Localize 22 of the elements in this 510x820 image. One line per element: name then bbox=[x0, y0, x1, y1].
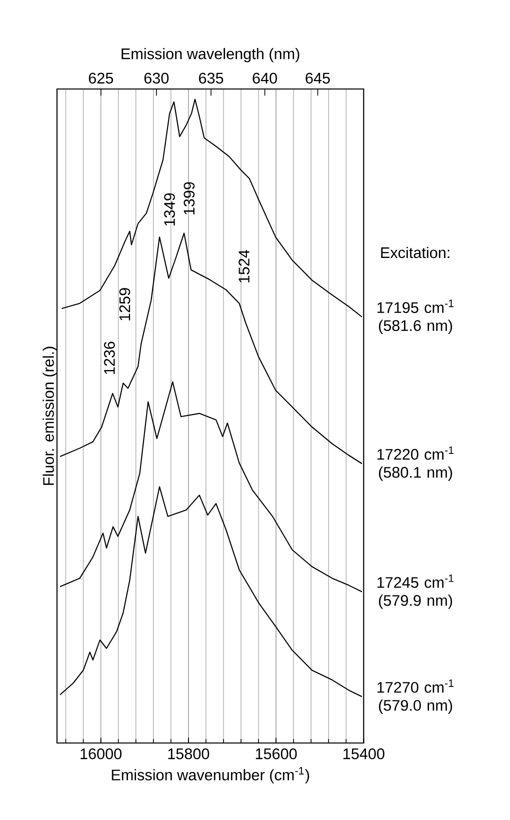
series-label: 17220 cm$^{-1}$ (580.1 nm) bbox=[377, 446, 454, 481]
x2-tick-label: 625 bbox=[88, 72, 114, 84]
x-axis-title: Emission wavenumber (cm$^{-1}$) bbox=[112, 767, 310, 784]
annotation: 1349 bbox=[164, 193, 175, 226]
x2-axis-title: Emission wavelength (nm) bbox=[122, 48, 300, 62]
text: Excitation: bbox=[381, 246, 450, 258]
annotation: 1399 bbox=[184, 182, 195, 214]
annotation: 1236 bbox=[104, 342, 115, 374]
annotation: 1524 bbox=[238, 250, 250, 282]
series-label: 17270 cm$^{-1}$ (579.0 nm) bbox=[377, 679, 454, 714]
y-axis-title: Fluor. emission (rel.) bbox=[42, 346, 57, 485]
annotation: 1259 bbox=[119, 288, 130, 320]
x2-tick-label: 640 bbox=[252, 72, 277, 84]
x2-tick-label: 630 bbox=[144, 72, 169, 84]
x2-tick-label: 645 bbox=[306, 72, 330, 84]
x-tick-label: 15600 bbox=[256, 748, 297, 760]
x-tick-label: 16000 bbox=[80, 748, 122, 760]
x2-tick-label: 635 bbox=[199, 72, 224, 84]
series-label: 17195 cm$^{-1}$ (581.6 nm) bbox=[377, 300, 454, 334]
x-tick-label: 15400 bbox=[344, 748, 384, 760]
series-label: 17245 cm$^{-1}$ (579.9 nm) bbox=[377, 574, 454, 609]
x-tick-label: 15800 bbox=[168, 748, 210, 760]
